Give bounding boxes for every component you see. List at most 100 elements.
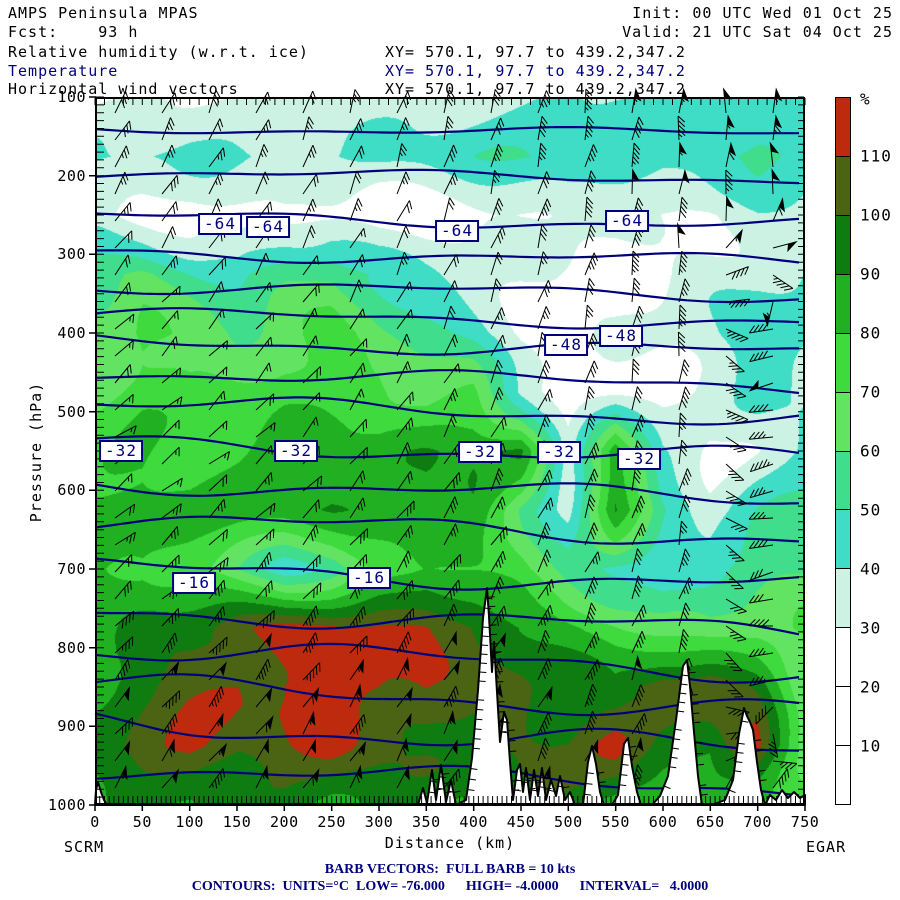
- contour-legend: CONTOURS: UNITS=°C LOW= -76.000 HIGH= -4…: [191, 879, 709, 894]
- wind-barb: [443, 603, 458, 627]
- wind-barb: [678, 412, 687, 438]
- wind-barb: [396, 607, 415, 628]
- wind-barb: [725, 298, 751, 309]
- wind-barb: [114, 610, 135, 629]
- temp-contour-line: [94, 334, 799, 356]
- wind-barb: [631, 604, 647, 627]
- temp-contour-line: [94, 168, 800, 185]
- y-tick-label-500: 500: [57, 402, 86, 421]
- wind-barb: [490, 526, 508, 546]
- wind-barb: [490, 198, 504, 222]
- colorbar-label-30: 30: [860, 618, 882, 638]
- wind-barb: [443, 685, 459, 708]
- wind-barb: [768, 733, 779, 758]
- wind-barb: [396, 442, 411, 465]
- wind-barb: [631, 168, 640, 195]
- wind-barb: [349, 279, 363, 303]
- wind-barb: [302, 416, 319, 438]
- wind-barb: [631, 358, 640, 384]
- colorbar-cell-5: [836, 391, 850, 451]
- wind-barb: [772, 240, 798, 253]
- wind-barb: [161, 660, 180, 681]
- wind-barb: [678, 468, 692, 492]
- wind-barb: [631, 277, 641, 303]
- wind-barb: [302, 686, 320, 708]
- temp-contour-line: [94, 435, 800, 459]
- wind-barb: [725, 169, 733, 195]
- wind-barb: [161, 310, 179, 330]
- wind-barb: [396, 225, 410, 249]
- wind-barb: [584, 115, 594, 141]
- wind-barb: [255, 312, 274, 330]
- wind-barb: [349, 470, 366, 492]
- wind-barb: [443, 363, 461, 384]
- field-3-label: Horizontal wind vectors: [8, 80, 239, 98]
- wind-barb: [584, 710, 598, 735]
- contour-label--16: -16: [172, 572, 216, 594]
- wind-barb: [161, 201, 178, 222]
- wind-barb: [584, 88, 593, 114]
- contour-label--64: -64: [198, 213, 242, 235]
- wind-barb: [114, 91, 129, 114]
- wind-barb: [396, 631, 412, 654]
- wind-barb: [255, 687, 273, 708]
- wind-barb: [443, 305, 456, 330]
- wind-barb: [725, 598, 747, 615]
- x-tick-label-300: 300: [364, 813, 394, 831]
- wind-barb: [114, 230, 133, 249]
- wind-barb: [302, 605, 319, 627]
- wind-barb: [114, 145, 130, 168]
- wind-barb: [584, 494, 596, 519]
- wind-barb: [490, 334, 506, 357]
- wind-barb: [349, 683, 363, 708]
- wind-barb: [490, 468, 504, 492]
- wind-barb: [255, 422, 276, 438]
- wind-barb: [255, 610, 275, 629]
- colorbar-label-100: 100: [860, 205, 892, 225]
- wind-barb: [302, 198, 317, 222]
- contour-label--32: -32: [537, 441, 581, 463]
- wind-barb: [490, 170, 501, 195]
- forecast-hour: Fcst: 93 h: [8, 23, 139, 41]
- wind-barb: [631, 630, 646, 654]
- wind-barb: [349, 89, 361, 114]
- wind-barb: [208, 451, 230, 465]
- wind-barb: [302, 144, 317, 168]
- wind-barb: [255, 528, 275, 546]
- wind-barb: [255, 171, 270, 195]
- x-tick-label-200: 200: [270, 813, 299, 831]
- wind-barb: [631, 523, 646, 546]
- wind-barb: [208, 474, 228, 492]
- wind-barb: [208, 420, 228, 438]
- major-ticks: [89, 96, 806, 811]
- temp-contour-line: [94, 249, 800, 264]
- wind-barb: [114, 636, 134, 654]
- y-tick-label-800: 800: [57, 638, 86, 657]
- wind-barb: [302, 335, 319, 357]
- temp-contour-line: [94, 283, 800, 304]
- wind-barb: [584, 224, 596, 249]
- minor-ticks: [94, 96, 806, 806]
- wind-barb: [114, 554, 133, 573]
- wind-barb: [161, 255, 179, 276]
- wind-barb: [443, 768, 461, 789]
- wind-barb: [725, 436, 747, 453]
- temp-contour-line: [94, 126, 799, 135]
- wind-barb: [724, 652, 743, 672]
- wind-barb: [631, 466, 642, 492]
- wind-barb: [725, 228, 743, 249]
- colorbar-cell-4: [836, 332, 850, 392]
- wind-barb: [749, 459, 774, 473]
- wind-barb: [443, 197, 455, 222]
- y-tick-label-600: 600: [57, 481, 86, 500]
- wind-barb: [537, 360, 551, 384]
- x-tick-label-400: 400: [459, 813, 488, 831]
- wind-barb: [772, 197, 786, 222]
- field-2-label: Temperature: [8, 62, 119, 80]
- wind-barb: [678, 386, 691, 411]
- wind-barb: [725, 114, 735, 141]
- wind-barb: [443, 144, 458, 168]
- contour-label--32: -32: [617, 448, 661, 470]
- wind-barb: [443, 116, 454, 141]
- wind-barb: [584, 442, 600, 465]
